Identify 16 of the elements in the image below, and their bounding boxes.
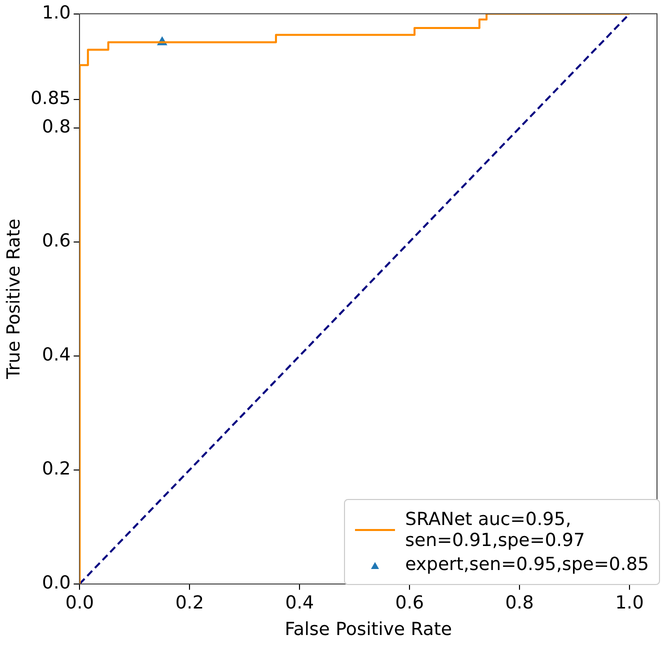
x-tick-label: 1.0 [615,592,644,614]
y-tick-label: 1.0 [42,2,71,24]
x-axis-title: False Positive Rate [284,618,452,640]
legend-label: expert,sen=0.95,spe=0.85 [405,554,649,575]
x-tick-label: 0.6 [395,592,424,614]
y-tick-label: 0.85 [30,88,71,109]
x-tick-label: 0.4 [285,592,314,614]
y-axis-title: True Positive Rate [3,218,24,380]
y-tick-label: 0.2 [42,458,71,480]
y-tick-label: 0.0 [42,572,71,594]
x-tick-label: 0.2 [175,592,204,614]
y-tick-label: 0.8 [42,116,71,138]
y-tick-label: 0.4 [42,344,71,366]
x-tick-label: 0.8 [505,592,534,614]
y-tick-label: 0.6 [42,230,71,252]
x-tick-label: 0.0 [65,592,94,614]
